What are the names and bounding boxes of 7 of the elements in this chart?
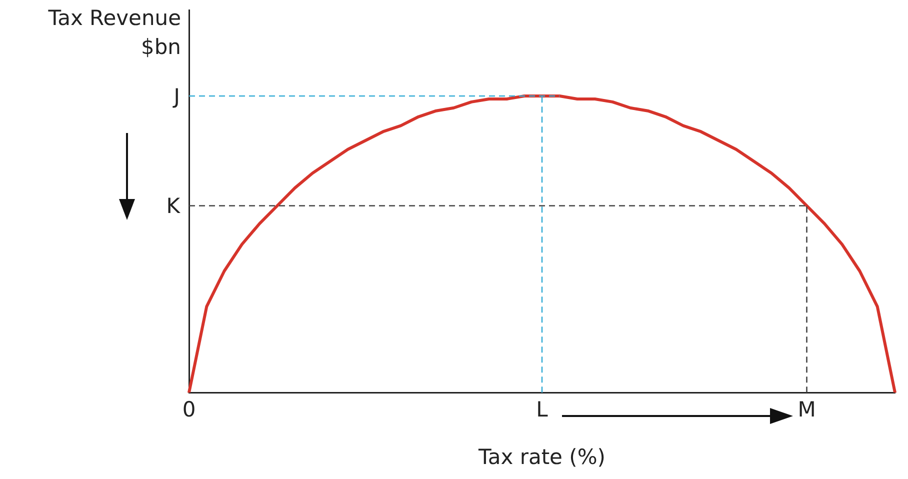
- ref-line-label: J: [172, 84, 180, 108]
- x-tick-label: 0: [182, 398, 196, 422]
- x-tick-label: L: [536, 398, 548, 422]
- x-tick-label: M: [798, 398, 816, 422]
- ref-line-label: K: [166, 194, 182, 218]
- y-axis-title: Tax Revenue $bn: [48, 5, 181, 61]
- x-axis-title: Tax rate (%): [478, 444, 606, 469]
